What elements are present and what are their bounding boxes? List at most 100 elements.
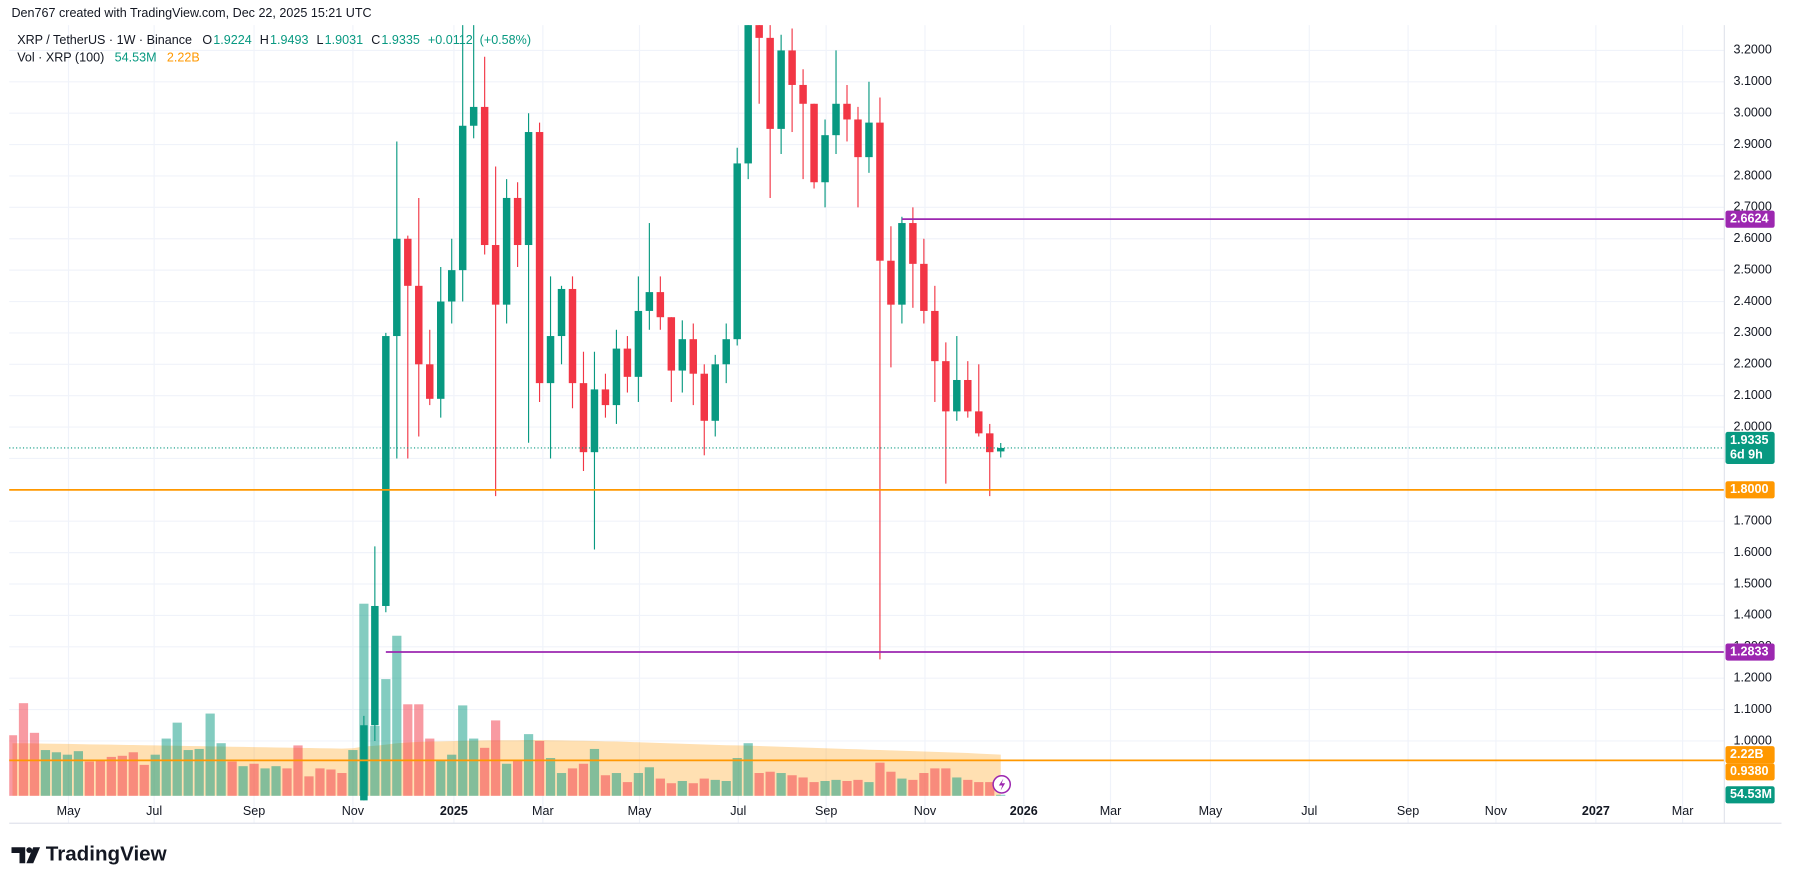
symbol-title: XRP / TetherUS · 1W · Binance: [17, 33, 192, 47]
ohlc-value: 1.9335: [381, 33, 419, 47]
volume-bar: [853, 779, 863, 796]
volume-bar: [139, 764, 149, 796]
candle-body: [557, 288, 566, 337]
volume-bar: [578, 763, 589, 796]
volume-bar: [996, 794, 1006, 796]
volume-bar: [952, 777, 962, 796]
volume-bar: [666, 783, 676, 796]
candle-body: [887, 260, 895, 305]
volume-bar: [194, 748, 204, 796]
change: +0.0112: [428, 33, 473, 47]
price-tag: [1725, 481, 1775, 499]
ohlc-label: O: [202, 33, 212, 47]
volume-bar: [919, 773, 929, 796]
symbol-header: XRP / TetherUS · 1W · Binance O1.9224 H1…: [17, 33, 531, 47]
ohlc-label: H: [260, 33, 269, 47]
x-tick-label: 2026: [1010, 804, 1038, 818]
candle-body: [766, 37, 774, 129]
candle-body: [964, 379, 972, 412]
volume-bar: [512, 760, 523, 796]
y-tick-label: 2.5000: [1733, 262, 1771, 276]
price-tag-label: 2.22B: [1730, 747, 1764, 761]
volume-bar: [842, 780, 852, 796]
candle-body: [700, 373, 708, 421]
volume-bar: [150, 754, 160, 796]
candle-body: [601, 389, 610, 406]
volume-bar: [128, 752, 138, 796]
candle-body: [832, 103, 840, 136]
x-tick-label: May: [57, 804, 81, 818]
volume-bar: [809, 782, 819, 796]
price-tag: [1725, 746, 1775, 764]
volume-title: Vol · XRP (100): [17, 51, 104, 65]
volume-header: Vol · XRP (100) 54.53M 2.22B: [17, 51, 200, 65]
x-tick-label: Mar: [1672, 804, 1694, 818]
volume-bar: [633, 773, 643, 796]
volume-bar: [337, 773, 347, 796]
x-tick-label: Nov: [1485, 804, 1508, 818]
price-tag-label: 1.2833: [1730, 644, 1768, 658]
volume-bar: [381, 679, 391, 796]
candle-body: [898, 223, 906, 305]
alert-bolt[interactable]: [998, 778, 1006, 791]
y-tick-label: 1.5000: [1733, 576, 1771, 590]
candle-body: [876, 122, 884, 261]
volume-bar: [655, 778, 665, 796]
candle-body: [513, 197, 522, 246]
y-tick-label: 1.4000: [1733, 608, 1771, 622]
candle-body: [371, 605, 379, 726]
candle-body: [975, 411, 983, 434]
volume-bar: [9, 735, 18, 796]
x-tick-label: 2025: [440, 804, 468, 818]
brand-logo: TradingView: [11, 843, 168, 866]
volume-bar: [776, 773, 786, 796]
volume-pane: [9, 603, 1006, 796]
y-tick-label: 1.1000: [1733, 702, 1771, 716]
volume-bar: [216, 743, 226, 796]
candle-body: [909, 223, 917, 264]
volume-bar: [688, 783, 698, 796]
candle-body: [415, 285, 423, 365]
volume-bar: [644, 767, 654, 796]
candle-body: [986, 433, 994, 453]
x-tick-label: Jul: [146, 804, 162, 818]
price-tag-label: 2.6624: [1730, 211, 1768, 225]
price-tag-label: 1.9335: [1730, 433, 1768, 447]
candle-body: [678, 339, 687, 371]
alert-icon[interactable]: [992, 775, 1012, 794]
candle-body: [623, 348, 632, 377]
volume-bar: [820, 780, 830, 796]
candle-body: [491, 245, 500, 305]
x-tick-label: Mar: [1100, 804, 1122, 818]
volume-bar: [271, 766, 281, 796]
volume-bar: [886, 771, 896, 796]
volume-bar: [600, 775, 611, 796]
x-tick-label: Jul: [1301, 804, 1317, 818]
attribution: Den767 created with TradingView.com, Dec…: [12, 6, 372, 20]
volume-bar: [51, 752, 62, 796]
price-tag: [1725, 643, 1775, 661]
volume-bar: [326, 769, 336, 796]
volume-bar: [677, 780, 687, 796]
candle-body: [579, 383, 588, 453]
x-tick-label: Jul: [730, 804, 746, 818]
candle-body: [535, 132, 544, 384]
volume-bar: [502, 763, 512, 796]
y-tick-label: 1.6000: [1733, 545, 1771, 559]
candle-body: [667, 317, 676, 371]
candle-body: [810, 103, 818, 183]
volume-bar: [534, 740, 545, 796]
x-tick-label: Sep: [815, 804, 837, 818]
volume-bar: [304, 776, 314, 796]
volume-bar: [589, 748, 600, 796]
volume-bar: [84, 761, 94, 796]
candle-body: [502, 197, 511, 305]
candle-body: [458, 125, 467, 271]
candle-body: [942, 361, 950, 412]
volume-bar: [293, 745, 303, 796]
x-tick-label: Nov: [914, 804, 937, 818]
price-tag: [1725, 786, 1775, 804]
volume-bar: [875, 762, 885, 796]
y-tick-label: 1.0000: [1733, 733, 1771, 747]
